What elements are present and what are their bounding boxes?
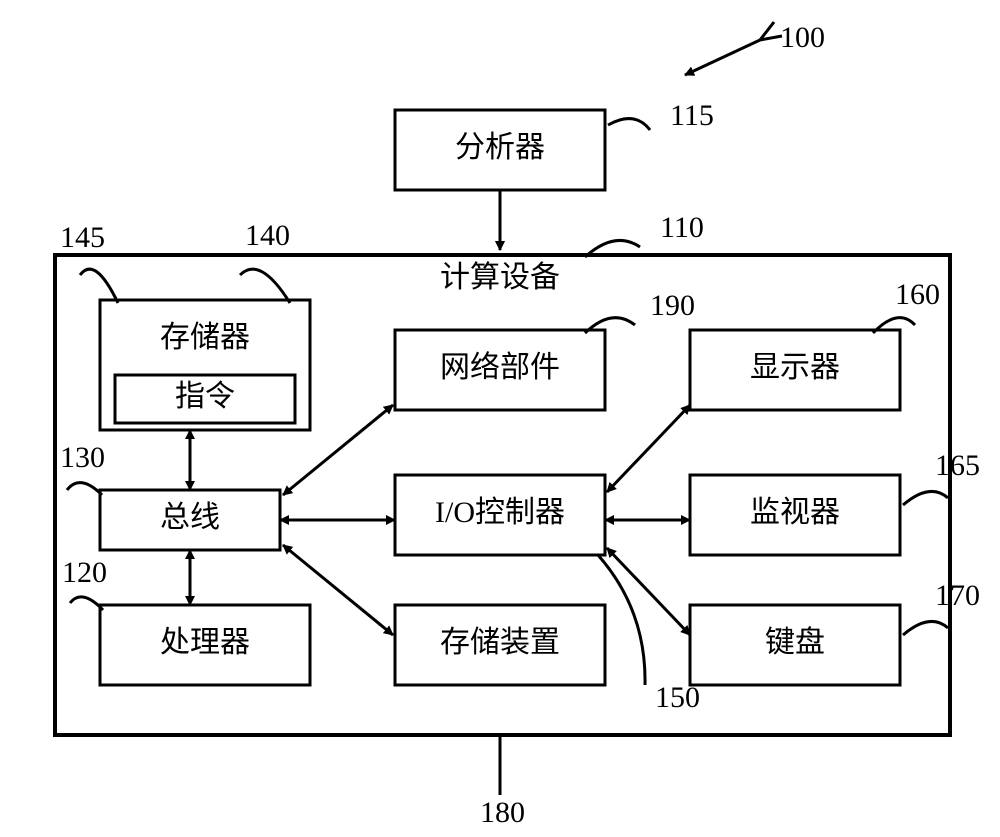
svg-text:计算设备: 计算设备 xyxy=(440,261,560,294)
processor-box xyxy=(100,605,310,685)
svg-text:150: 150 xyxy=(655,681,700,714)
instr-box xyxy=(115,375,295,423)
display-box xyxy=(690,330,900,410)
svg-text:140: 140 xyxy=(245,219,290,252)
network-box xyxy=(395,330,605,410)
svg-text:115: 115 xyxy=(670,99,714,132)
analyzer-box xyxy=(395,110,605,190)
svg-text:145: 145 xyxy=(60,221,105,254)
ioctrl-box xyxy=(395,475,605,555)
svg-text:120: 120 xyxy=(62,556,107,589)
bus-box xyxy=(100,490,280,550)
svg-text:190: 190 xyxy=(650,289,695,322)
storage-box xyxy=(395,605,605,685)
svg-text:110: 110 xyxy=(660,211,704,244)
keyboard-box xyxy=(690,605,900,685)
svg-text:180: 180 xyxy=(480,796,525,829)
monitor-box xyxy=(690,475,900,555)
svg-text:130: 130 xyxy=(60,441,105,474)
svg-text:160: 160 xyxy=(895,278,940,311)
svg-text:170: 170 xyxy=(935,579,980,612)
svg-text:165: 165 xyxy=(935,449,980,482)
svg-text:100: 100 xyxy=(780,21,825,54)
